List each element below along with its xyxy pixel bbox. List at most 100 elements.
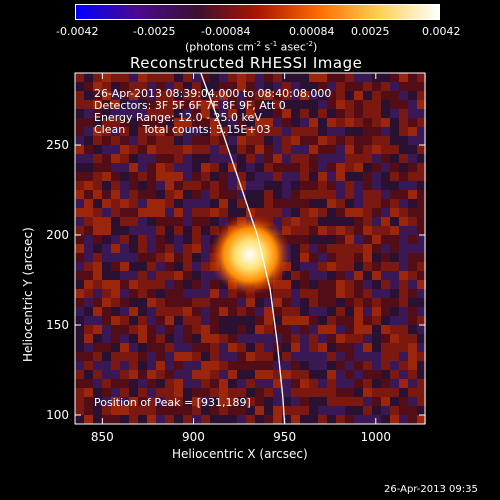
heat-pixel — [237, 91, 246, 100]
heat-pixel — [354, 118, 363, 127]
heat-pixel — [129, 109, 138, 118]
heat-pixel — [138, 406, 147, 415]
heat-pixel — [390, 235, 399, 244]
heat-pixel — [336, 316, 345, 325]
heat-pixel — [363, 280, 372, 289]
heat-pixel — [345, 289, 354, 298]
heat-pixel — [246, 406, 255, 415]
heat-pixel — [327, 118, 336, 127]
heat-pixel — [165, 154, 174, 163]
heat-pixel — [228, 82, 237, 91]
heat-pixel — [75, 199, 84, 208]
heat-pixel — [372, 352, 381, 361]
heat-pixel — [102, 271, 111, 280]
heat-pixel — [102, 82, 111, 91]
heat-pixel — [390, 271, 399, 280]
heat-pixel — [174, 118, 183, 127]
heat-pixel — [237, 307, 246, 316]
heat-pixel — [102, 343, 111, 352]
heat-pixel — [345, 361, 354, 370]
heat-pixel — [300, 73, 309, 82]
heat-pixel — [399, 271, 408, 280]
heat-pixel — [399, 379, 408, 388]
heat-pixel — [345, 253, 354, 262]
heat-pixel — [390, 190, 399, 199]
heat-pixel — [300, 226, 309, 235]
heat-pixel — [381, 262, 390, 271]
heat-pixel — [318, 307, 327, 316]
heat-pixel — [93, 136, 102, 145]
heat-pixel — [282, 145, 291, 154]
heat-pixel — [129, 415, 138, 424]
heat-pixel — [165, 307, 174, 316]
heat-pixel — [255, 145, 264, 154]
heat-pixel — [93, 199, 102, 208]
heat-pixel — [102, 334, 111, 343]
heat-pixel — [237, 325, 246, 334]
heat-pixel — [93, 154, 102, 163]
heat-pixel — [318, 172, 327, 181]
heat-pixel — [381, 253, 390, 262]
heat-pixel — [219, 127, 228, 136]
heat-pixel — [273, 127, 282, 136]
heat-pixel — [345, 334, 354, 343]
heat-pixel — [336, 388, 345, 397]
heat-pixel — [156, 226, 165, 235]
heat-pixel — [246, 136, 255, 145]
heat-pixel — [309, 163, 318, 172]
heat-pixel — [129, 298, 138, 307]
heat-pixel — [147, 118, 156, 127]
heat-pixel — [102, 235, 111, 244]
heat-pixel — [318, 145, 327, 154]
heat-pixel — [210, 208, 219, 217]
heat-pixel — [354, 316, 363, 325]
heat-pixel — [390, 217, 399, 226]
heat-pixel — [111, 280, 120, 289]
heat-pixel — [129, 253, 138, 262]
heat-pixel — [318, 226, 327, 235]
heat-pixel — [129, 397, 138, 406]
heat-pixel — [174, 145, 183, 154]
heat-pixel — [192, 226, 201, 235]
heat-pixel — [84, 271, 93, 280]
heat-pixel — [147, 217, 156, 226]
heat-pixel — [345, 316, 354, 325]
heat-pixel — [291, 100, 300, 109]
heat-pixel — [291, 415, 300, 424]
heat-pixel — [156, 325, 165, 334]
heat-pixel — [84, 235, 93, 244]
heat-pixel — [75, 334, 84, 343]
heat-pixel — [336, 361, 345, 370]
heat-pixel — [129, 271, 138, 280]
heat-pixel — [201, 100, 210, 109]
heat-pixel — [237, 298, 246, 307]
heat-pixel — [192, 334, 201, 343]
heat-pixel — [363, 127, 372, 136]
heat-pixel — [147, 370, 156, 379]
heat-pixel — [129, 127, 138, 136]
heat-pixel — [120, 226, 129, 235]
heat-pixel — [192, 118, 201, 127]
heat-pixel — [165, 199, 174, 208]
heat-pixel — [363, 343, 372, 352]
heat-pixel — [93, 253, 102, 262]
heat-pixel — [363, 271, 372, 280]
heat-pixel — [327, 145, 336, 154]
heat-pixel — [93, 172, 102, 181]
heat-pixel — [327, 406, 336, 415]
heat-pixel — [363, 172, 372, 181]
heat-pixel — [129, 154, 138, 163]
heat-pixel — [408, 415, 417, 424]
heat-pixel — [291, 343, 300, 352]
heat-pixel — [102, 253, 111, 262]
heat-pixel — [336, 127, 345, 136]
heat-pixel — [183, 118, 192, 127]
heat-pixel — [309, 397, 318, 406]
heat-pixel — [273, 190, 282, 199]
heat-pixel — [354, 235, 363, 244]
heat-pixel — [417, 163, 426, 172]
heat-pixel — [390, 82, 399, 91]
heat-pixel — [345, 262, 354, 271]
heat-pixel — [111, 181, 120, 190]
